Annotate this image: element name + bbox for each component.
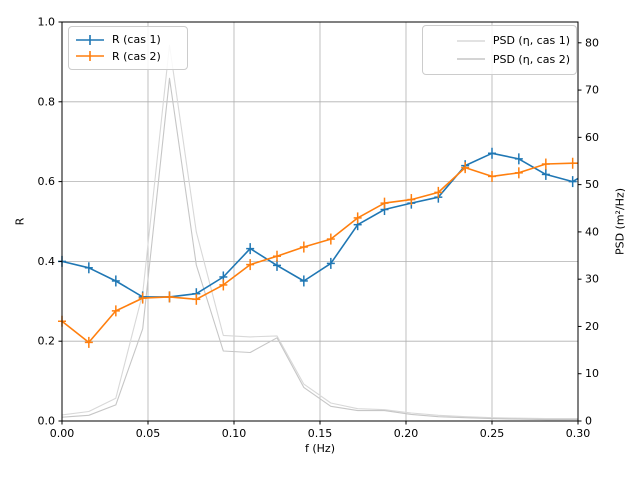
y-tick-label-right: 40	[585, 225, 599, 238]
legend-item-psd-cas1: PSD (η, cas 1)	[429, 35, 570, 47]
line-sample-icon	[456, 58, 485, 61]
x-tick-label: 0.05	[136, 427, 161, 440]
y-tick-label-left: 0.4	[38, 255, 56, 268]
y-tick-label-left: 0.0	[38, 415, 56, 428]
y-tick-label-right: 50	[585, 178, 599, 191]
line-plus-marker-icon	[76, 34, 104, 45]
x-tick-label: 0.15	[308, 427, 333, 440]
y-axis-label-left: R	[14, 217, 27, 225]
legend-item-psd-cas2: PSD (η, cas 2)	[429, 53, 570, 65]
legend-label: PSD (η, cas 1)	[492, 34, 570, 48]
y-tick-label-right: 0	[585, 415, 592, 428]
y-axis-label-right: PSD (m²/Hz)	[614, 188, 627, 255]
x-tick-label: 0.30	[566, 427, 591, 440]
y-tick-label-left: 1.0	[38, 16, 56, 29]
series-line-psd-cas-1-	[61, 44, 578, 420]
y-tick-label-right: 60	[585, 131, 599, 144]
y-tick-label-left: 0.8	[38, 95, 56, 108]
legend-label: R (cas 1)	[112, 33, 161, 47]
legend-label: PSD (η, cas 2)	[492, 52, 570, 66]
x-axis-label: f (Hz)	[305, 442, 335, 455]
legend-label: R (cas 2)	[112, 49, 161, 63]
x-tick-label: 0.25	[480, 427, 505, 440]
line-plus-marker-icon	[76, 51, 104, 62]
y-tick-label-left: 0.6	[38, 175, 56, 188]
line-sample-icon	[456, 39, 485, 42]
y-tick-label-left: 0.2	[38, 335, 56, 348]
x-tick-label: 0.20	[394, 427, 419, 440]
legend-psd: PSD (η, cas 1) PSD (η, cas 2)	[422, 25, 577, 75]
y-tick-label-right: 20	[585, 320, 599, 333]
series-line-psd-cas-2-	[61, 77, 578, 421]
y-tick-label-right: 10	[585, 367, 599, 380]
legend-item-r-cas2: R (cas 2)	[75, 50, 181, 62]
x-tick-label: 0.00	[50, 427, 75, 440]
y-tick-label-right: 70	[585, 84, 599, 97]
y-tick-label-right: 80	[585, 36, 599, 49]
legend-item-r-cas1: R (cas 1)	[75, 34, 181, 46]
y-tick-label-right: 30	[585, 273, 599, 286]
x-tick-label: 0.10	[222, 427, 247, 440]
legend-r: R (cas 1) R (cas 2)	[68, 26, 188, 70]
